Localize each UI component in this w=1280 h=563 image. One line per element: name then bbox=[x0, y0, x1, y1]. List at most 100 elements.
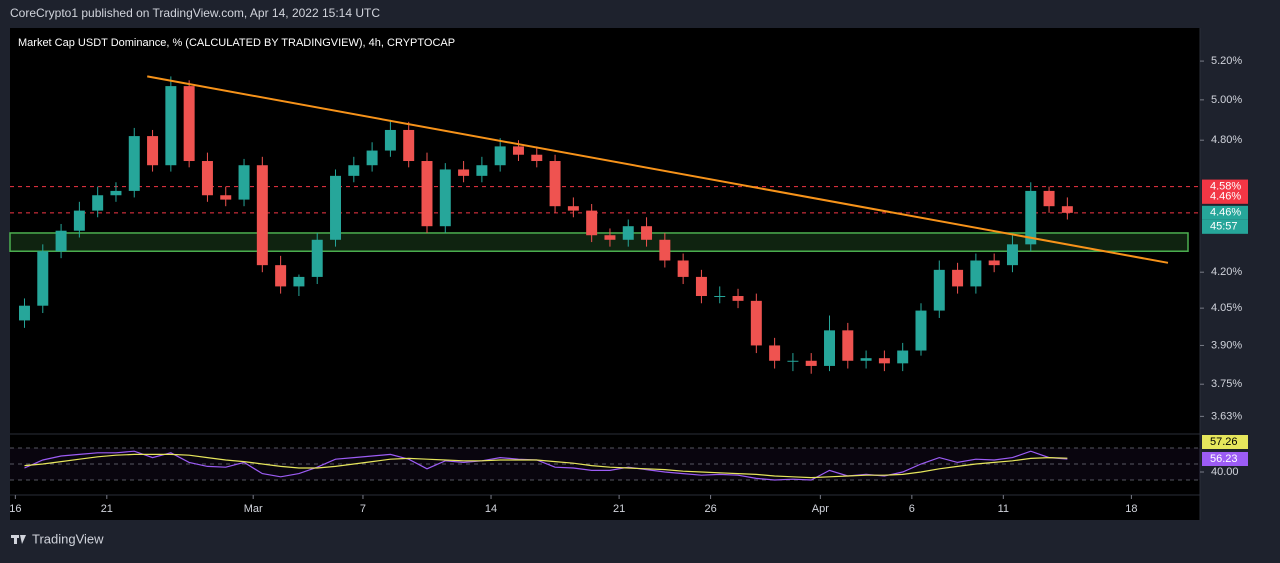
candle-body bbox=[805, 360, 817, 366]
y-tick-label: 5.00% bbox=[1211, 94, 1242, 106]
chart-area bbox=[10, 28, 1200, 520]
candle-body bbox=[531, 154, 543, 162]
candle-body bbox=[897, 350, 909, 364]
trendline bbox=[147, 75, 1169, 264]
candle-body bbox=[330, 175, 342, 240]
candle-body bbox=[878, 358, 890, 364]
price-tag-label: 4.46% bbox=[1210, 207, 1241, 219]
candle-body bbox=[73, 210, 85, 231]
candle-body bbox=[677, 260, 689, 277]
candle-body bbox=[622, 226, 634, 240]
candle-body bbox=[494, 146, 506, 166]
candle-body bbox=[220, 195, 232, 200]
candle-body bbox=[641, 226, 653, 240]
candle-body bbox=[604, 235, 616, 240]
candle-body bbox=[769, 345, 781, 361]
candle-body bbox=[183, 86, 195, 162]
candle-body bbox=[458, 169, 470, 176]
support-zone bbox=[9, 232, 1189, 252]
x-tick-label: 16 bbox=[9, 503, 21, 515]
countdown-bg bbox=[1202, 219, 1248, 234]
candle-body bbox=[110, 190, 122, 196]
x-tick-label: 11 bbox=[998, 503, 1009, 515]
price-tag-label: 4.46% bbox=[1210, 191, 1241, 203]
candle-body bbox=[275, 265, 287, 287]
y-tick-label: 3.63% bbox=[1211, 410, 1242, 422]
logo bbox=[11, 535, 26, 544]
candle-body bbox=[1043, 190, 1055, 207]
price-tag bbox=[1202, 452, 1248, 466]
candle-body bbox=[18, 305, 30, 321]
rsi-line bbox=[24, 450, 1068, 481]
candle-body bbox=[165, 86, 177, 166]
price-tag-label: 57.26 bbox=[1210, 436, 1238, 448]
candle-body bbox=[238, 165, 250, 200]
x-tick-label: 7 bbox=[360, 503, 366, 515]
candle-body bbox=[714, 296, 726, 298]
candle-body bbox=[128, 136, 140, 191]
rsi-line bbox=[24, 453, 1068, 479]
candle-body bbox=[933, 269, 945, 311]
candle-body bbox=[311, 239, 323, 277]
y-tick-label: 5.20% bbox=[1211, 55, 1242, 67]
x-tick-label: 14 bbox=[485, 503, 497, 515]
candle-body bbox=[476, 165, 488, 176]
candle-body bbox=[147, 136, 159, 166]
candle-body bbox=[384, 129, 396, 151]
price-tag bbox=[1202, 205, 1248, 220]
candle-body bbox=[860, 358, 872, 361]
x-tick-label: Apr bbox=[812, 503, 829, 515]
candle-body bbox=[512, 146, 524, 155]
candle-body bbox=[659, 239, 671, 261]
candle-body bbox=[439, 169, 451, 227]
price-tag bbox=[1202, 189, 1248, 204]
candle-body bbox=[549, 161, 561, 207]
x-tick-label: 6 bbox=[909, 503, 915, 515]
y-tick-label: 3.90% bbox=[1211, 339, 1242, 351]
candle-body bbox=[915, 310, 927, 351]
y-tick-label: 4.20% bbox=[1211, 266, 1242, 278]
candle-body bbox=[988, 260, 1000, 266]
candle-body bbox=[750, 300, 762, 346]
candle-body bbox=[586, 210, 598, 236]
candle-body bbox=[1025, 190, 1037, 245]
rsi-tick-label: 40.00 bbox=[1211, 466, 1239, 478]
candle-body bbox=[1006, 244, 1018, 266]
x-tick-label: 18 bbox=[1125, 503, 1137, 515]
chart-title: Market Cap USDT Dominance, % (CALCULATED… bbox=[18, 37, 455, 49]
footer-brand: TradingView bbox=[32, 531, 104, 546]
candle-body bbox=[55, 230, 67, 252]
candle-body bbox=[37, 251, 49, 306]
candle-body bbox=[787, 360, 799, 362]
x-tick-label: 26 bbox=[704, 503, 716, 515]
candle-body bbox=[256, 165, 268, 266]
price-tag-label: 4.58% bbox=[1210, 180, 1241, 192]
candle-body bbox=[421, 161, 433, 227]
candle-body bbox=[732, 296, 744, 301]
candle-body bbox=[1061, 206, 1073, 213]
x-tick-label: 21 bbox=[613, 503, 625, 515]
candle-body bbox=[970, 260, 982, 287]
candle-body bbox=[567, 206, 579, 211]
countdown: 45:57 bbox=[1210, 221, 1238, 233]
candle-body bbox=[366, 150, 378, 166]
price-tag-label: 56.23 bbox=[1210, 453, 1238, 465]
candle-body bbox=[824, 330, 835, 366]
candle-body bbox=[403, 129, 415, 162]
y-tick-label: 4.80% bbox=[1211, 134, 1242, 146]
candle-body bbox=[201, 161, 213, 196]
y-tick-label: 3.75% bbox=[1211, 378, 1242, 390]
candle-body bbox=[952, 269, 964, 287]
x-tick-label: 21 bbox=[101, 503, 113, 515]
candle-body bbox=[348, 165, 360, 176]
candle-body bbox=[695, 276, 707, 297]
candle-body bbox=[92, 195, 104, 211]
candle-body bbox=[842, 330, 854, 361]
publish-header: CoreCrypto1 published on TradingView.com… bbox=[10, 6, 380, 20]
x-tick-label: Mar bbox=[244, 503, 263, 515]
y-tick-label: 4.05% bbox=[1211, 302, 1242, 314]
candle-body bbox=[293, 276, 305, 287]
price-tag bbox=[1202, 435, 1248, 449]
